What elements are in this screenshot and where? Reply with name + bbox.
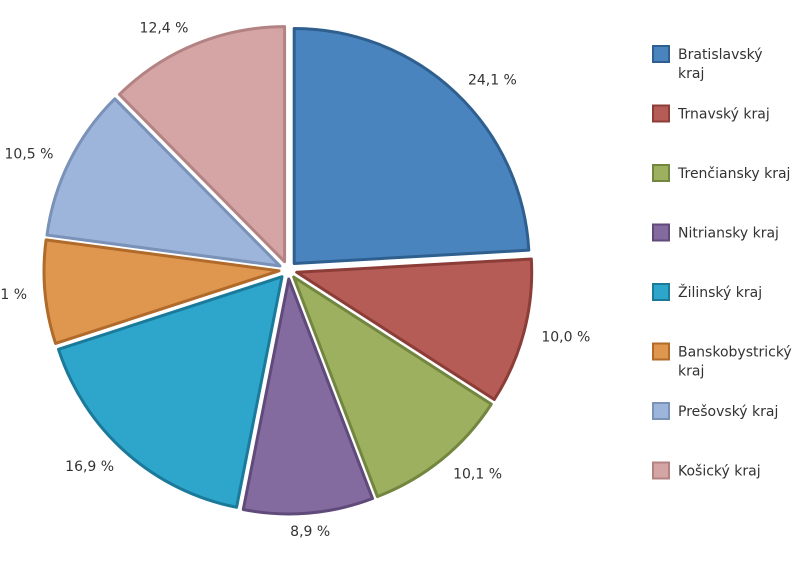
legend-label-banskobystricky-kraj: Banskobystrický kraj	[678, 345, 792, 380]
pie-slice-trnavsky-kraj	[295, 257, 534, 401]
legend-swatch-nitriansky-kraj	[652, 223, 670, 242]
pie-slice-banskobystricky-kraj	[42, 238, 281, 345]
data-label-bratislavsky-kraj: 24,1 %	[468, 73, 517, 89]
legend-label-bratislavsky-kraj: Bratislavský kraj	[678, 47, 763, 82]
legend: Bratislavský kraj Trnavský kraj Trenčiansky…	[652, 45, 792, 480]
legend-swatch-trnavsky-kraj	[652, 104, 670, 123]
legend-swatch-presovsky-kraj	[652, 402, 670, 420]
pie-slice-kosicky-kraj	[117, 25, 287, 264]
data-label-trnavsky-kraj: 10,0 %	[541, 330, 590, 346]
legend-swatch-kosicky-kraj	[652, 461, 670, 480]
data-label-presovsky-kraj: 10,5 %	[5, 146, 54, 162]
legend-label-nitriansky-kraj: Nitriansky kraj	[678, 226, 779, 242]
pie-slices	[42, 25, 534, 516]
pie-slice-zilinsky-kraj	[57, 275, 284, 509]
data-label-kosicky-kraj: 12,4 %	[140, 21, 189, 37]
legend-label-presovsky-kraj: Prešovský kraj	[678, 404, 778, 420]
pie-slice-bratislavsky-kraj	[292, 26, 531, 265]
data-label-nitriansky-kraj: 8,9 %	[290, 524, 330, 540]
data-label-trenciansky-kraj: 10,1 %	[453, 466, 502, 482]
pie-slice-presovsky-kraj	[45, 97, 282, 268]
legend-swatch-trenciansky-kraj	[652, 164, 670, 182]
data-label-banskobystricky-kraj: 7,1 %	[0, 287, 27, 303]
legend-label-trnavsky-kraj: Trnavský kraj	[677, 107, 770, 123]
legend-swatch-bratislavsky-kraj	[652, 45, 670, 63]
legend-label-zilinsky-kraj: Žilinský kraj	[678, 283, 762, 301]
data-label-zilinsky-kraj: 16,9 %	[65, 459, 114, 475]
legend-swatch-zilinsky-kraj	[652, 283, 670, 301]
pie-percent-labels: 24,1 % 10,0 % 10,1 % 8,9 % 16,9 % 7,1 % 10,5 %…	[0, 21, 590, 540]
legend-label-trenciansky-kraj: Trenčiansky kraj	[677, 166, 790, 182]
legend-swatch-banskobystricky-kraj	[652, 342, 670, 361]
pie-slice-nitriansky-kraj	[241, 277, 375, 516]
legend-label-kosicky-kraj: Košický kraj	[678, 464, 761, 480]
pie-slice-trenciansky-kraj	[292, 275, 493, 499]
